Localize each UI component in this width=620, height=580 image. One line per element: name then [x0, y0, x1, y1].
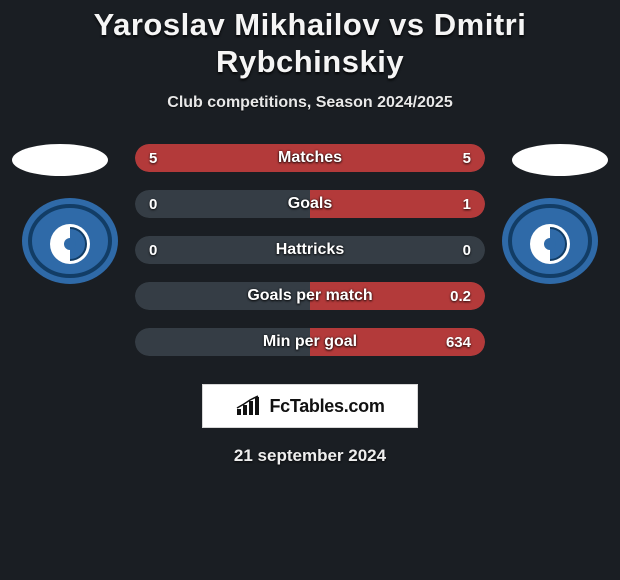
stat-row-goals: 0 Goals 1 — [135, 190, 485, 218]
stat-row-hattricks: 0 Hattricks 0 — [135, 236, 485, 264]
bar-base-right — [310, 236, 485, 264]
bar-fill-right — [310, 328, 485, 356]
bar-base-left — [135, 328, 310, 356]
comparison-subtitle: Club competitions, Season 2024/2025 — [0, 94, 620, 112]
stat-row-min-per-goal: Min per goal 634 — [135, 328, 485, 356]
brand-box[interactable]: FcTables.com — [202, 384, 418, 428]
snapshot-date: 21 september 2024 — [0, 446, 620, 466]
stats-area: 5 Matches 5 0 Goals 1 0 Hattricks — [0, 144, 620, 364]
club-crest-left — [20, 196, 120, 286]
bar-chart-icon — [235, 395, 261, 417]
comparison-card: Yaroslav Mikhailov vs Dmitri Rybchinskiy… — [0, 0, 620, 580]
bar-fill-right — [310, 190, 485, 218]
bar-base-left — [135, 236, 310, 264]
bar-fill-right — [310, 282, 485, 310]
club-crest-right — [500, 196, 600, 286]
bar-fill-right — [310, 144, 485, 172]
bar-base-left — [135, 190, 310, 218]
stat-row-goals-per-match: Goals per match 0.2 — [135, 282, 485, 310]
bar-fill-left — [135, 144, 310, 172]
bar-base-left — [135, 282, 310, 310]
flag-right — [512, 144, 608, 176]
stat-bars: 5 Matches 5 0 Goals 1 0 Hattricks — [135, 144, 485, 356]
flag-left — [12, 144, 108, 176]
stat-row-matches: 5 Matches 5 — [135, 144, 485, 172]
comparison-title: Yaroslav Mikhailov vs Dmitri Rybchinskiy — [0, 6, 620, 80]
brand-text: FcTables.com — [269, 396, 384, 417]
